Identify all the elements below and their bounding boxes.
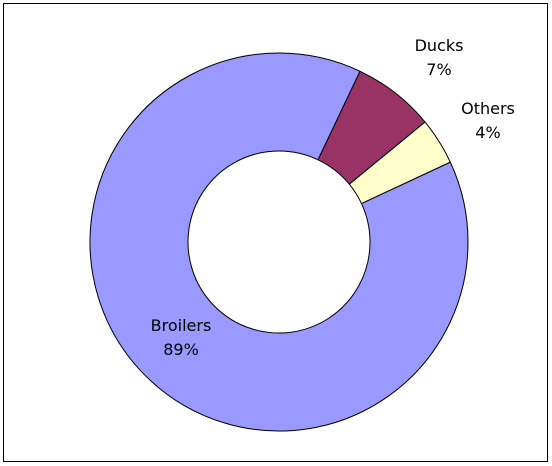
data-label-broilers: Broilers 89% xyxy=(151,316,212,359)
data-label-others: Others 4% xyxy=(461,99,515,142)
data-label-percent: 4% xyxy=(475,123,500,142)
slice-broilers xyxy=(89,52,469,432)
data-label-name: Ducks xyxy=(415,36,464,55)
slice-others xyxy=(348,121,451,205)
data-label-name: Broilers xyxy=(151,316,212,335)
data-label-percent: 7% xyxy=(426,60,451,79)
data-label-ducks: Ducks 7% xyxy=(415,36,464,79)
data-label-name: Others xyxy=(461,99,515,118)
data-label-percent: 89% xyxy=(163,340,199,359)
